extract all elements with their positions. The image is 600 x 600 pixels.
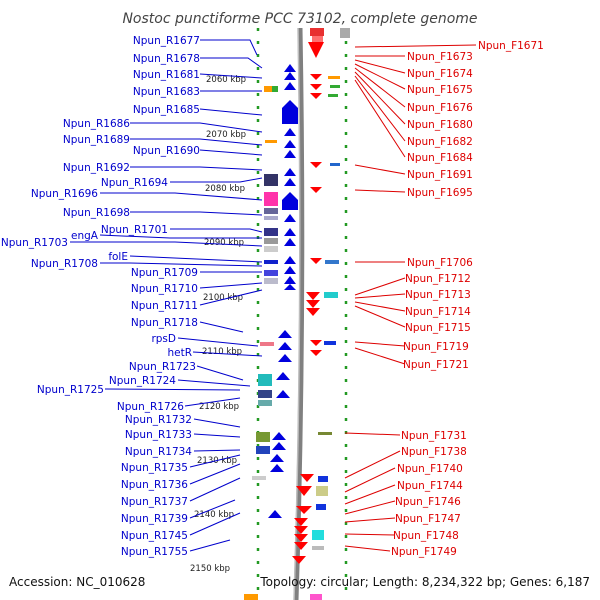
map-title: Nostoc punctiforme PCC 73102, complete g…	[122, 11, 477, 27]
gene-label[interactable]: Npun_R1696	[31, 188, 98, 200]
gene-label[interactable]: Npun_R1718	[131, 317, 198, 329]
kbp-label: 2120 kbp	[199, 402, 239, 412]
gene-label[interactable]: Npun_R1677	[133, 35, 200, 47]
gene-label[interactable]: Npun_F1691	[407, 169, 473, 181]
gene-label[interactable]: Npun_F1682	[407, 136, 473, 148]
gene-label[interactable]: Npun_R1694	[101, 177, 168, 189]
gene-label[interactable]: Npun_F1706	[407, 257, 473, 269]
gene-label[interactable]: Npun_R1726	[117, 401, 184, 413]
gene-label[interactable]: Npun_R1690	[133, 145, 200, 157]
gene-label[interactable]: Npun_R1703	[1, 237, 68, 249]
left-gene-labels: Npun_R1677 Npun_R1678 Npun_R1681 Npun_R1…	[1, 35, 200, 558]
gene-label[interactable]: rpsD	[151, 333, 176, 345]
gene-label[interactable]: Npun_F1744	[397, 480, 463, 492]
gene-label[interactable]: Npun_R1733	[125, 429, 192, 441]
gene-label[interactable]: Npun_R1736	[121, 479, 188, 491]
kbp-label: 2060 kbp	[206, 75, 246, 85]
gene-label[interactable]: Npun_F1714	[405, 306, 471, 318]
gene-label[interactable]: engA	[71, 230, 99, 242]
gene-label[interactable]: Npun_R1708	[31, 258, 98, 270]
gene-label[interactable]: Npun_F1731	[401, 430, 467, 442]
gene-label[interactable]: Npun_F1738	[401, 446, 467, 458]
gene-label[interactable]: Npun_R1710	[131, 283, 198, 295]
gene-label[interactable]: Npun_R1755	[121, 546, 188, 558]
gene-label[interactable]: Npun_R1701	[101, 224, 168, 236]
gene-label[interactable]: Npun_F1673	[407, 51, 473, 63]
genome-summary-text: Topology: circular; Length: 8,234,322 bp…	[259, 575, 590, 589]
kbp-label: 2090 kbp	[204, 238, 244, 248]
gene-label[interactable]: folE	[108, 251, 128, 263]
kbp-label: 2150 kbp	[190, 564, 230, 574]
gene-label[interactable]: Npun_F1746	[395, 496, 461, 508]
kbp-label: 2080 kbp	[205, 184, 245, 194]
accession-text: Accession: NC_010628	[9, 575, 145, 589]
gene-label[interactable]: Npun_R1724	[109, 375, 176, 387]
gene-label[interactable]: Npun_R1734	[125, 446, 192, 458]
gene-label[interactable]: Npun_F1715	[405, 322, 471, 334]
gene-label[interactable]: Npun_F1684	[407, 152, 473, 164]
gene-label[interactable]: Npun_F1713	[405, 289, 471, 301]
gene-label[interactable]: Npun_F1748	[393, 530, 459, 542]
gene-label[interactable]: hetR	[167, 347, 192, 359]
reverse-features	[244, 64, 298, 600]
gene-label[interactable]: Npun_R1685	[133, 104, 200, 116]
right-gene-labels: Npun_F1671 Npun_F1673 Npun_F1674 Npun_F1…	[391, 40, 544, 558]
gene-label[interactable]: Npun_R1732	[125, 414, 192, 426]
gene-label[interactable]: Npun_R1745	[121, 530, 188, 542]
genome-backbone-highlight	[293, 27, 301, 600]
gene-label[interactable]: Npun_F1749	[391, 546, 457, 558]
gene-label[interactable]: Npun_R1686	[63, 118, 130, 130]
gene-label[interactable]: Npun_R1723	[129, 361, 196, 373]
gene-label[interactable]: Npun_R1683	[133, 86, 200, 98]
gene-label[interactable]: Npun_R1689	[63, 134, 130, 146]
kbp-label: 2110 kbp	[202, 347, 242, 357]
left-leader-lines	[70, 39, 263, 552]
gene-label[interactable]: Npun_F1671	[478, 40, 544, 52]
gene-label[interactable]: Npun_R1709	[131, 267, 198, 279]
right-leader-lines	[344, 44, 477, 552]
gene-label[interactable]: Npun_R1725	[37, 384, 104, 396]
gene-label[interactable]: Npun_R1739	[121, 513, 188, 525]
gene-label[interactable]: Npun_F1747	[395, 513, 461, 525]
gene-label[interactable]: Npun_F1695	[407, 187, 473, 199]
gene-label[interactable]: Npun_F1721	[403, 359, 469, 371]
gene-label[interactable]: Npun_R1737	[121, 496, 188, 508]
gene-label[interactable]: Npun_F1676	[407, 102, 473, 114]
gene-label[interactable]: Npun_R1678	[133, 53, 200, 65]
gene-label[interactable]: Npun_R1735	[121, 462, 188, 474]
gene-label[interactable]: Npun_R1692	[63, 162, 130, 174]
gene-label[interactable]: Npun_F1675	[407, 84, 473, 96]
gene-label[interactable]: Npun_R1711	[131, 300, 198, 312]
gene-label[interactable]: Npun_R1681	[133, 69, 200, 81]
gene-label[interactable]: Npun_R1698	[63, 207, 130, 219]
gene-label[interactable]: Npun_F1740	[397, 463, 463, 475]
gene-label[interactable]: Npun_F1680	[407, 119, 473, 131]
gene-label[interactable]: Npun_F1674	[407, 68, 473, 80]
gene-label[interactable]: Npun_F1712	[405, 273, 471, 285]
kbp-label: 2070 kbp	[206, 130, 246, 140]
kbp-label: 2100 kbp	[203, 293, 243, 303]
gene-label[interactable]: Npun_F1719	[403, 341, 469, 353]
forward-features	[292, 28, 350, 600]
kbp-label: 2140 kbp	[194, 510, 234, 520]
